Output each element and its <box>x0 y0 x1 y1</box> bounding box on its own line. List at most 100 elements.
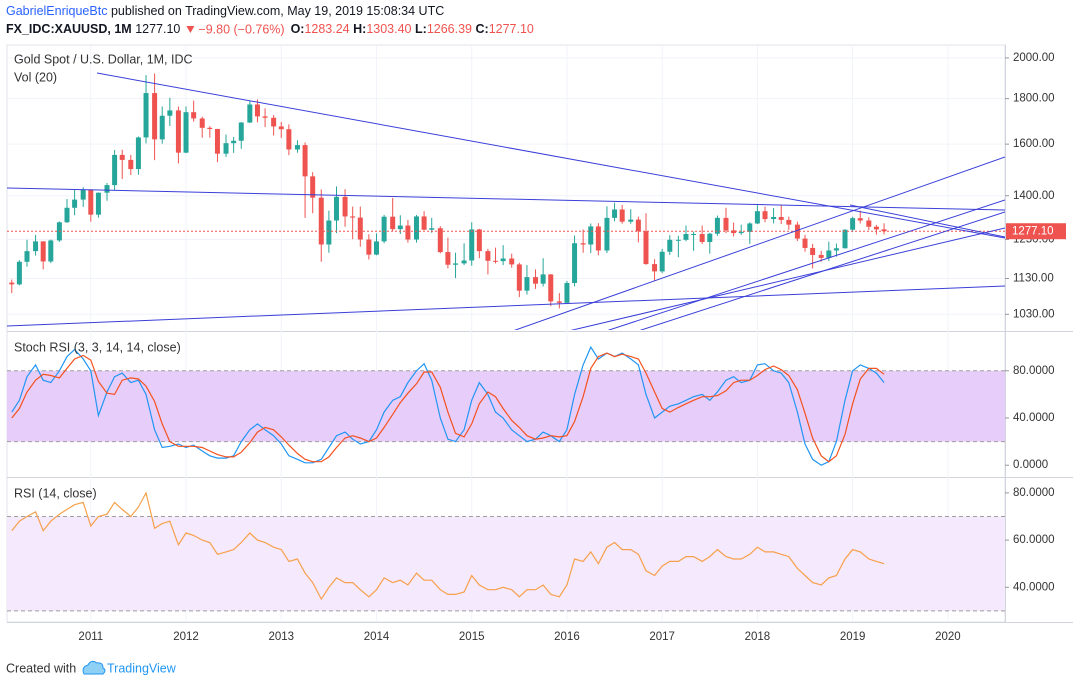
candle-body <box>373 241 379 255</box>
candle-body <box>524 277 530 291</box>
y-tick-label: 1600.00 <box>1013 138 1055 150</box>
ohlc-value: 1303.40 <box>366 22 411 36</box>
candle-body <box>191 112 197 119</box>
candle-body <box>135 137 141 170</box>
candle-body <box>350 216 356 218</box>
y-tick-label: 0.0000 <box>1013 459 1048 471</box>
candle-body <box>731 230 737 234</box>
candle-body <box>390 216 396 230</box>
candle-body <box>104 185 110 193</box>
y-tick-label: 40.0000 <box>1013 412 1055 424</box>
candle-body <box>318 197 324 245</box>
series-line <box>11 491 885 601</box>
candle-body <box>167 110 173 116</box>
candle-body <box>833 248 839 251</box>
candle-body <box>762 211 768 220</box>
candle-body <box>271 117 277 127</box>
candle-body <box>231 140 237 144</box>
candle-body <box>714 217 720 234</box>
candle-body <box>453 263 459 265</box>
candle-body <box>691 233 697 235</box>
candle-body <box>175 110 181 153</box>
candle-body <box>262 116 268 118</box>
candle-body <box>381 216 387 242</box>
candle-body <box>818 254 824 258</box>
x-tick-label: 2013 <box>268 631 294 643</box>
trendline <box>849 204 1005 238</box>
ohlc-key: C: <box>475 22 488 36</box>
candle-body <box>310 176 316 198</box>
x-tick-label: 2019 <box>840 631 866 643</box>
author[interactable]: GabrielEnriqueBtc <box>6 4 107 18</box>
trendline <box>96 72 1005 239</box>
candle-body <box>556 301 562 303</box>
candle-body <box>643 231 649 265</box>
candle-body <box>421 216 427 230</box>
candle-body <box>24 251 30 262</box>
candle-body <box>667 239 673 252</box>
candle-body <box>476 229 482 252</box>
candle-body <box>152 93 158 140</box>
y-tick-label: 2000.00 <box>1013 52 1055 64</box>
candle-body <box>294 145 300 150</box>
change: −9.80 (−0.76%) <box>198 22 284 36</box>
x-tick-label: 2011 <box>78 631 103 643</box>
y-tick-label: 40.0000 <box>1013 581 1055 593</box>
candle-body <box>88 189 94 215</box>
labels: 2011 2012 2013 2014 2015 2016 2017 2018 2019 2020… <box>14 52 1066 643</box>
candle-body <box>516 264 522 291</box>
candle-body <box>810 247 816 255</box>
y-tick-label: 1030.00 <box>1013 308 1055 320</box>
candle-body <box>826 250 832 258</box>
candle-body <box>548 274 554 302</box>
candle-body <box>119 154 125 160</box>
candle-body <box>33 241 39 252</box>
header: GabrielEnriqueBtc published on TradingVi… <box>6 4 534 36</box>
candle-body <box>572 243 578 283</box>
candle-body <box>659 251 665 272</box>
candle-body <box>413 216 419 240</box>
ohlc-key: H: <box>353 22 366 36</box>
ohlc-value: 1283.24 <box>304 22 349 36</box>
candle-body <box>405 225 411 240</box>
symbol-line: FX_IDC:XAUUSD, 1M 1277.10 <box>6 22 180 36</box>
candle-body <box>850 218 856 230</box>
marks <box>7 73 1005 601</box>
ohlc-value: 1277.10 <box>489 22 534 36</box>
candle-body <box>881 229 887 232</box>
candle-body <box>342 196 348 217</box>
candle-body <box>652 264 658 272</box>
trendline <box>7 187 1005 211</box>
candle-body <box>857 218 863 221</box>
candle-body <box>533 277 539 284</box>
candle-body <box>254 104 260 117</box>
candle-body <box>199 118 205 128</box>
candle-body <box>540 274 546 284</box>
candle-body <box>619 209 625 222</box>
candle-body <box>794 224 800 239</box>
y-tick-label: 1800.00 <box>1013 93 1055 105</box>
candle-body <box>747 223 753 232</box>
x-tick-label: 2017 <box>649 631 675 643</box>
candle-body <box>445 252 451 265</box>
candle-body <box>842 229 848 249</box>
trendline <box>570 227 1005 330</box>
tv-logo <box>82 660 106 675</box>
candle-body <box>580 243 586 245</box>
candle-body <box>723 217 729 231</box>
pane-subtitle: Vol (20) <box>14 70 57 84</box>
candle-body <box>612 209 618 218</box>
candle-body <box>469 229 475 261</box>
x-tick-label: 2012 <box>173 631 199 643</box>
candle-body <box>675 239 681 241</box>
pane-title: Gold Spot / U.S. Dollar, 1M, IDC <box>14 52 193 66</box>
candle-body <box>564 282 570 303</box>
y-tick-label: 1400.00 <box>1013 190 1055 202</box>
footer-brand[interactable]: TradingView <box>107 661 177 675</box>
candle-body <box>9 282 15 285</box>
y-tick-label: 60.0000 <box>1013 534 1055 546</box>
candle-body <box>64 207 70 223</box>
candle-body <box>485 251 491 261</box>
publish-line: GabrielEnriqueBtc published on TradingVi… <box>6 4 444 18</box>
candle-body <box>223 143 229 154</box>
